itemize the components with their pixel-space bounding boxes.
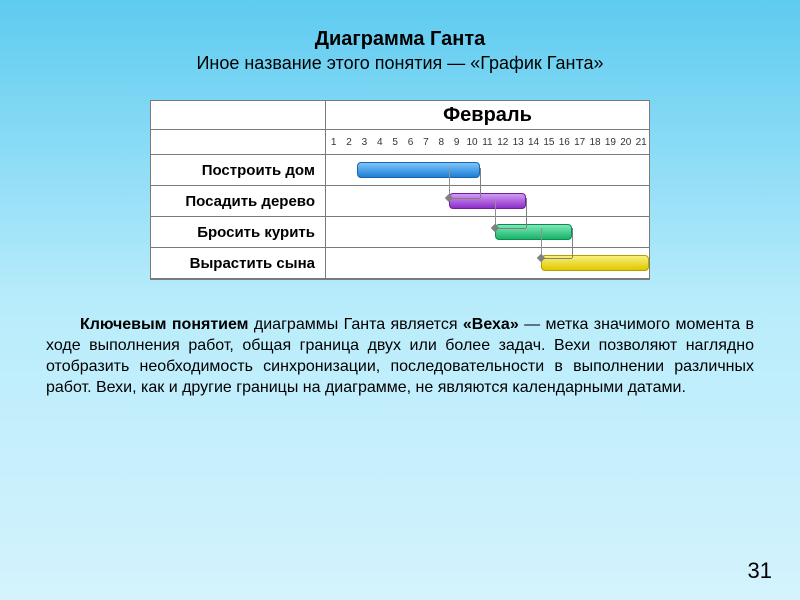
gantt-days-wrap: 123456789101112131415161718192021 bbox=[326, 130, 649, 154]
gantt-connector bbox=[526, 198, 527, 228]
gantt-bar bbox=[357, 162, 480, 178]
gantt-month-cell-wrap: Февраль bbox=[326, 101, 649, 129]
gantt-connector bbox=[495, 228, 526, 229]
gantt-corner-cell bbox=[151, 101, 326, 129]
slide-title: Диаграмма Ганта bbox=[46, 28, 754, 51]
body-mid-bold: «Веха» bbox=[463, 316, 519, 333]
gantt-day-cell: 5 bbox=[388, 130, 403, 154]
gantt-task-row: Бросить курить bbox=[151, 217, 649, 248]
gantt-day-cell: 12 bbox=[495, 130, 510, 154]
gantt-day-cell: 1 bbox=[326, 130, 341, 154]
gantt-day-cell: 8 bbox=[434, 130, 449, 154]
gantt-day-cell: 17 bbox=[572, 130, 587, 154]
gantt-days-grid: 123456789101112131415161718192021 bbox=[326, 130, 649, 154]
gantt-day-cell: 15 bbox=[541, 130, 556, 154]
slide: Диаграмма Ганта Иное название этого поня… bbox=[0, 0, 800, 600]
gantt-header-month-row: Февраль bbox=[151, 101, 649, 130]
gantt-day-cell: 16 bbox=[557, 130, 572, 154]
gantt-task-label: Вырастить сына bbox=[151, 248, 326, 278]
gantt-day-cell: 10 bbox=[464, 130, 479, 154]
slide-subtitle: Иное название этого понятия — «График Га… bbox=[46, 53, 754, 74]
gantt-task-label: Посадить дерево bbox=[151, 186, 326, 216]
gantt-day-cell: 9 bbox=[449, 130, 464, 154]
gantt-task-row: Построить дом bbox=[151, 155, 649, 186]
gantt-task-row: Посадить дерево bbox=[151, 186, 649, 217]
gantt-day-cell: 11 bbox=[480, 130, 495, 154]
gantt-task-grid bbox=[326, 186, 649, 216]
gantt-day-cell: 19 bbox=[603, 130, 618, 154]
gantt-task-label: Бросить курить bbox=[151, 217, 326, 247]
gantt-task-grid bbox=[326, 155, 649, 185]
page-number: 31 bbox=[748, 558, 772, 584]
gantt-day-cell: 2 bbox=[341, 130, 356, 154]
gantt-task-grid bbox=[326, 217, 649, 247]
body-p1a: диаграммы Ганта является bbox=[249, 316, 463, 333]
gantt-task-label: Построить дом bbox=[151, 155, 326, 185]
gantt-connector bbox=[572, 228, 573, 258]
gantt-header-days-row: 123456789101112131415161718192021 bbox=[151, 130, 649, 155]
gantt-bar bbox=[449, 193, 526, 209]
gantt-bar bbox=[495, 224, 572, 240]
gantt-task-row: Вырастить сына bbox=[151, 248, 649, 279]
gantt-connector bbox=[480, 168, 481, 198]
gantt-day-cell: 21 bbox=[634, 130, 649, 154]
gantt-day-cell: 4 bbox=[372, 130, 387, 154]
gantt-day-cell: 14 bbox=[526, 130, 541, 154]
gantt-day-cell: 6 bbox=[403, 130, 418, 154]
gantt-task-grid bbox=[326, 248, 649, 278]
gantt-connector bbox=[449, 198, 480, 199]
gantt-days-corner bbox=[151, 130, 326, 154]
gantt-day-cell: 3 bbox=[357, 130, 372, 154]
gantt-month-label: Февраль bbox=[326, 101, 649, 129]
gantt-day-cell: 18 bbox=[587, 130, 602, 154]
body-paragraph: Ключевым понятием диаграммы Ганта являет… bbox=[46, 314, 754, 398]
gantt-day-cell: 20 bbox=[618, 130, 633, 154]
body-lead-bold: Ключевым понятием bbox=[80, 316, 249, 333]
gantt-connector bbox=[541, 258, 572, 259]
gantt-day-cell: 13 bbox=[511, 130, 526, 154]
gantt-chart: Февраль 12345678910111213141516171819202… bbox=[150, 100, 650, 280]
gantt-day-cell: 7 bbox=[418, 130, 433, 154]
